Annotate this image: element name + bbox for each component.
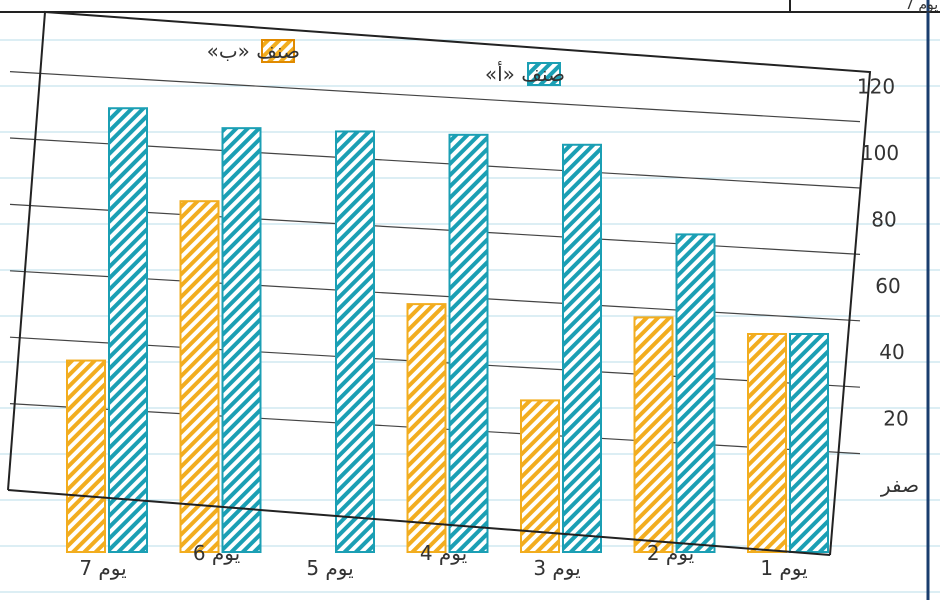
bar-series-b [179,200,220,553]
gridline [9,71,861,123]
x-tick-label: يوم 3 [533,556,580,580]
legend-label-series-a: صنف «أ» [485,61,565,86]
header-cell: يوم 7 [905,0,938,13]
bar-series-b [633,316,674,553]
bar-series-a [108,107,148,554]
bar-series-b [66,359,106,553]
legend-swatch-series-b [261,39,295,63]
bar-series-a [789,333,829,553]
gridline [9,137,861,189]
y-tick-label: 40 [879,340,904,364]
x-tick-label: يوم 7 [79,556,126,580]
y-tick-label: 60 [875,274,900,298]
bar-series-a [221,127,262,553]
bar-series-a [448,133,489,554]
gridline [9,203,861,255]
bar-series-b [406,303,447,553]
legend-swatch-series-a [527,62,561,86]
x-tick-label: يوم 4 [420,541,467,565]
y-tick-label: 120 [857,75,895,99]
bar-series-a [335,130,375,553]
bar-series-b [747,333,787,553]
x-tick-label: يوم 2 [647,541,694,565]
bar-series-a [562,143,602,553]
chart-frame [7,10,872,556]
bars [66,107,829,554]
legend-item-series-a: صنف «أ» [485,61,565,86]
legend: صنف «أ» صنف «ب» [207,39,565,86]
gridline [9,270,861,322]
y-tick-label: صفر [880,473,919,497]
y-tick-label: 100 [861,141,899,165]
x-tick-label: يوم 5 [306,556,353,580]
bar-series-b [520,399,560,553]
legend-item-series-b: صنف «ب» [207,39,300,63]
legend-label-series-b: صنف «ب» [207,39,300,63]
x-tick-label: يوم 6 [193,541,240,565]
x-axis: يوم 1 يوم 2 يوم 3 يوم 4 يوم 5 يوم 6 يوم 7 [79,541,807,580]
y-axis: صفر 20 40 60 80 100 120 [857,75,919,497]
y-tick-label: 80 [871,207,896,231]
y-tick-label: 20 [883,407,908,431]
x-tick-label: يوم 1 [760,556,807,580]
bar-series-a [675,233,716,553]
